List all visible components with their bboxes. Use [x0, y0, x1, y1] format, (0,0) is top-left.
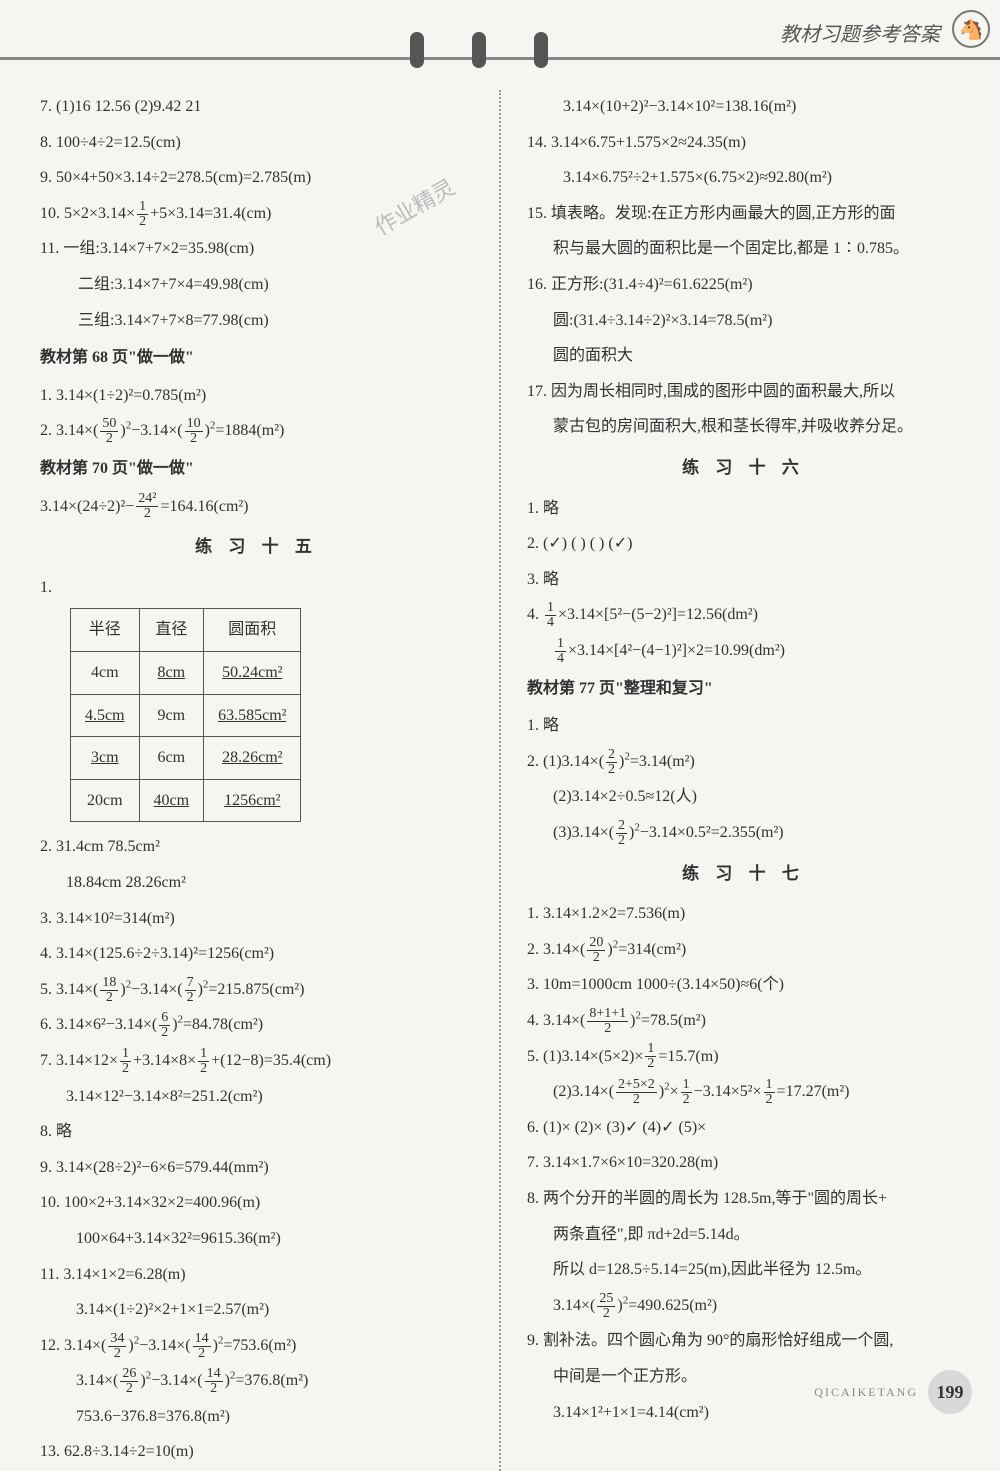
text-line: 7. 3.14×1.7×6×10=320.28(m): [527, 1146, 960, 1180]
text-line: 10. 5×2×3.14×12+5×3.14=31.4(cm): [40, 197, 473, 231]
text-line: 2. (1)3.14×(22)2=3.14(m²): [527, 745, 960, 779]
right-column: 3.14×(10+2)²−3.14×10²=138.16(m²) 14. 3.1…: [527, 90, 960, 1471]
text-line: 2. (✓) ( ) ( ) (✓): [527, 527, 960, 561]
text-line: 二组:3.14×7+7×4=49.98(cm): [40, 268, 473, 302]
text-line: 积与最大圆的面积比是一个固定比,都是 1∶0.785。: [527, 232, 960, 266]
section-heading: 教材第 77 页"整理和复习": [527, 672, 960, 706]
text-line: 5. (1)3.14×(5×2)×12=15.7(m): [527, 1040, 960, 1074]
text-line: 圆:(31.4÷3.14÷2)²×3.14=78.5(m²): [527, 304, 960, 338]
text-line: 9. 3.14×(28÷2)²−6×6=579.44(mm²): [40, 1151, 473, 1185]
text-line: 8. 略: [40, 1115, 473, 1149]
text-line: 两条直径",即 πd+2d=5.14d。: [527, 1218, 960, 1252]
text-line: 圆的面积大: [527, 339, 960, 373]
text-line: 11. 3.14×1×2=6.28(m): [40, 1258, 473, 1292]
text-line: 所以 d=128.5÷5.14=25(m),因此半径为 12.5m。: [527, 1253, 960, 1287]
data-table: 半径直径圆面积 4cm8cm50.24cm² 4.5cm9cm63.585cm²…: [70, 608, 301, 822]
table-header: 直径: [139, 609, 204, 652]
text-line: 17. 因为周长相同时,围成的图形中圆的面积最大,所以: [527, 375, 960, 409]
text-line: 5. 3.14×(182)2−3.14×(72)2=215.875(cm²): [40, 973, 473, 1007]
header-title: 教材习题参考答案: [780, 18, 940, 47]
text-line: 9. 割补法。四个圆心角为 90°的扇形恰好组成一个圆,: [527, 1324, 960, 1358]
text-line: 三组:3.14×7+7×8=77.98(cm): [40, 304, 473, 338]
text-line: 3. 3.14×10²=314(m²): [40, 902, 473, 936]
text-line: 3.14×12²−3.14×8²=251.2(cm²): [40, 1080, 473, 1114]
section-title: 练 习 十 六: [527, 450, 960, 486]
table-header: 半径: [71, 609, 140, 652]
section-title: 练 习 十 七: [527, 856, 960, 892]
page-header: 教材习题参考答案 🐴: [0, 0, 1000, 60]
text-line: 14×3.14×[4²−(4−1)²]×2=10.99(dm²): [527, 634, 960, 668]
text-line: 3.14×6.75²÷2+1.575×(6.75×2)≈92.80(m²): [527, 161, 960, 195]
text-line: 1. 3.14×(1÷2)²=0.785(m²): [40, 379, 473, 413]
text-line: 1. 略: [527, 709, 960, 743]
text-line: 15. 填表略。发现:在正方形内画最大的圆,正方形的面: [527, 197, 960, 231]
text-line: 6. (1)× (2)× (3)✓ (4)✓ (5)×: [527, 1111, 960, 1145]
text-line: 2. 3.14×(202)2=314(cm²): [527, 933, 960, 967]
text-line: (2)3.14×(2+5×22)2×12−3.14×5²×12=17.27(m²…: [527, 1075, 960, 1109]
text-line: (2)3.14×2÷0.5≈12(人): [527, 780, 960, 814]
text-line: 1. 3.14×1.2×2=7.536(m): [527, 897, 960, 931]
text-line: 4. 3.14×(125.6÷2÷3.14)²=1256(cm²): [40, 937, 473, 971]
text-line: 3. 10m=1000cm 1000÷(3.14×50)≈6(个): [527, 968, 960, 1002]
text-line: (3)3.14×(22)2−3.14×0.5²=2.355(m²): [527, 816, 960, 850]
text-line: 蒙古包的房间面积大,根和茎长得牢,并吸收养分足。: [527, 410, 960, 444]
text-line: 6. 3.14×6²−3.14×(62)2=84.78(cm²): [40, 1008, 473, 1042]
text-line: 1. 略: [527, 492, 960, 526]
text-line: 13. 62.8÷3.14÷2=10(m): [40, 1435, 473, 1469]
text-line: 4. 14×3.14×[5²−(5−2)²]=12.56(dm²): [527, 598, 960, 632]
text-line: 7. 3.14×12×12+3.14×8×12+(12−8)=35.4(cm): [40, 1044, 473, 1078]
text-line: 3.14×(1÷2)²×2+1×1=2.57(m²): [40, 1293, 473, 1327]
text-line: 4. 3.14×(8+1+12)2=78.5(m²): [527, 1004, 960, 1038]
text-line: 2. 3.14×(502)2−3.14×(102)2=1884(m²): [40, 414, 473, 448]
footer-label: QICAIKETANG: [814, 1385, 918, 1400]
section-title: 练 习 十 五: [40, 529, 473, 565]
text-line: 100×64+3.14×32²=9615.36(m²): [40, 1222, 473, 1256]
text-line: 3.14×(262)2−3.14×(142)2=376.8(m²): [40, 1364, 473, 1398]
text-line: 3.14×(252)2=490.625(m²): [527, 1289, 960, 1323]
text-line: 3. 略: [527, 563, 960, 597]
header-icon: 🐴: [952, 10, 990, 48]
text-line: 14. 3.14×6.75+1.575×2≈24.35(m): [527, 126, 960, 160]
text-line: 1.: [40, 571, 473, 605]
text-line: 11. 一组:3.14×7+7×2=35.98(cm): [40, 232, 473, 266]
text-line: 2. 31.4cm 78.5cm²: [40, 830, 473, 864]
page-footer: QICAIKETANG 199: [814, 1370, 972, 1414]
text-line: 12. 3.14×(342)2−3.14×(142)2=753.6(m²): [40, 1329, 473, 1363]
page-number: 199: [928, 1370, 972, 1414]
text-line: 7. (1)16 12.56 (2)9.42 21: [40, 90, 473, 124]
section-heading: 教材第 70 页"做一做": [40, 452, 473, 486]
text-line: 9. 50×4+50×3.14÷2=278.5(cm)=2.785(m): [40, 161, 473, 195]
column-divider: [499, 90, 501, 1471]
binder-holes: [410, 32, 548, 68]
text-line: 16. 正方形:(31.4÷4)²=61.6225(m²): [527, 268, 960, 302]
section-heading: 教材第 68 页"做一做": [40, 341, 473, 375]
text-line: 3.14×(24÷2)²−24²2=164.16(cm²): [40, 490, 473, 524]
text-line: 753.6−376.8=376.8(m²): [40, 1400, 473, 1434]
content: 7. (1)16 12.56 (2)9.42 21 8. 100÷4÷2=12.…: [0, 60, 1000, 1471]
left-column: 7. (1)16 12.56 (2)9.42 21 8. 100÷4÷2=12.…: [40, 90, 473, 1471]
text-line: 3.14×(10+2)²−3.14×10²=138.16(m²): [527, 90, 960, 124]
table-header: 圆面积: [204, 609, 301, 652]
text-line: 8. 100÷4÷2=12.5(cm): [40, 126, 473, 160]
text-line: 18.84cm 28.26cm²: [40, 866, 473, 900]
text-line: 10. 100×2+3.14×32×2=400.96(m): [40, 1186, 473, 1220]
text-line: 8. 两个分开的半圆的周长为 128.5m,等于"圆的周长+: [527, 1182, 960, 1216]
